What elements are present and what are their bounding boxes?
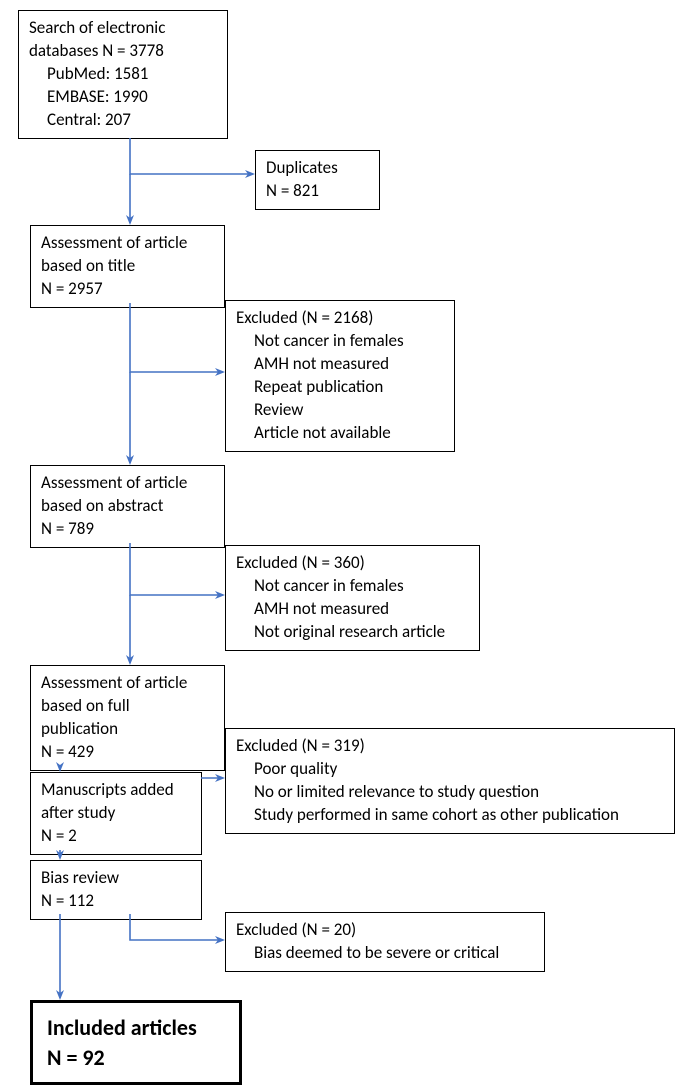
text: Bias deemed to be severe or critical xyxy=(236,942,534,965)
node-excluded-bias: Excluded (N = 20) Bias deemed to be seve… xyxy=(225,912,545,972)
text: databases N = 3778 xyxy=(29,40,217,63)
text: N = 821 xyxy=(266,180,369,203)
text: Article not available xyxy=(236,422,444,445)
text: No or limited relevance to study questio… xyxy=(236,781,664,804)
text: based on title xyxy=(41,255,214,278)
text: Repeat publication xyxy=(236,376,444,399)
node-included-articles: Included articles N = 92 xyxy=(30,1000,242,1085)
node-full-assessment: Assessment of article based on full publ… xyxy=(30,665,225,771)
text: Assessment of article xyxy=(41,472,214,495)
text: Not original research article xyxy=(236,621,469,644)
text: Bias review xyxy=(41,867,191,890)
node-manuscripts-added: Manuscripts added after study N = 2 xyxy=(30,772,202,855)
node-title-assessment: Assessment of article based on title N =… xyxy=(30,225,225,308)
text: Study performed in same cohort as other … xyxy=(236,804,664,827)
node-excluded-abstract: Excluded (N = 360) Not cancer in females… xyxy=(225,545,480,651)
node-bias-review: Bias review N = 112 xyxy=(30,860,202,920)
text: Included articles xyxy=(47,1013,225,1043)
text: Assessment of article xyxy=(41,232,214,255)
text: Excluded (N = 319) xyxy=(236,735,664,758)
text: Excluded (N = 2168) xyxy=(236,307,444,330)
text: N = 429 xyxy=(41,741,214,764)
text: publication xyxy=(41,718,214,741)
text: Search of electronic xyxy=(29,17,217,40)
text: N = 789 xyxy=(41,518,214,541)
text: N = 2957 xyxy=(41,278,214,301)
text: Not cancer in females xyxy=(236,330,444,353)
node-duplicates: Duplicates N = 821 xyxy=(255,150,380,210)
text: based on full xyxy=(41,695,214,718)
text: Review xyxy=(236,399,444,422)
text: Duplicates xyxy=(266,157,369,180)
text: based on abstract xyxy=(41,495,214,518)
text: Excluded (N = 20) xyxy=(236,919,534,942)
text: Assessment of article xyxy=(41,672,214,695)
text: after study xyxy=(41,802,191,825)
text: AMH not measured xyxy=(236,353,444,376)
text: Not cancer in females xyxy=(236,575,469,598)
node-excluded-full: Excluded (N = 319) Poor quality No or li… xyxy=(225,728,675,834)
text: Excluded (N = 360) xyxy=(236,552,469,575)
text: Manuscripts added xyxy=(41,779,191,802)
text: N = 2 xyxy=(41,825,191,848)
text: Central: 207 xyxy=(29,109,217,132)
node-search: Search of electronic databases N = 3778 … xyxy=(18,10,228,139)
text: EMBASE: 1990 xyxy=(29,86,217,109)
node-excluded-title: Excluded (N = 2168) Not cancer in female… xyxy=(225,300,455,452)
node-abstract-assessment: Assessment of article based on abstract … xyxy=(30,465,225,548)
text: AMH not measured xyxy=(236,598,469,621)
text: N = 112 xyxy=(41,890,191,913)
text: PubMed: 1581 xyxy=(29,63,217,86)
text: Poor quality xyxy=(236,758,664,781)
text: N = 92 xyxy=(47,1043,225,1073)
